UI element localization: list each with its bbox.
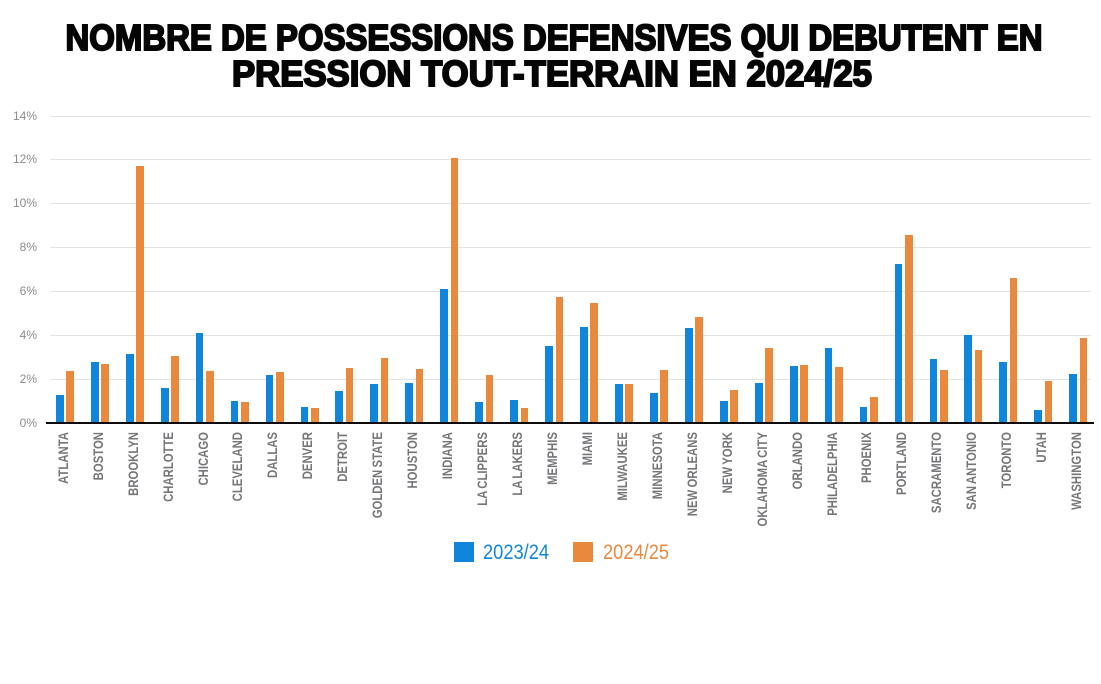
- svg-text:NOMBRE DE POSSESSIONS DEFENSIV: NOMBRE DE POSSESSIONS DEFENSIVES QUI DEB…: [66, 17, 1043, 58]
- svg-text:PRESSION TOUT-TERRAIN EN 2024/: PRESSION TOUT-TERRAIN EN 2024/25: [232, 53, 872, 94]
